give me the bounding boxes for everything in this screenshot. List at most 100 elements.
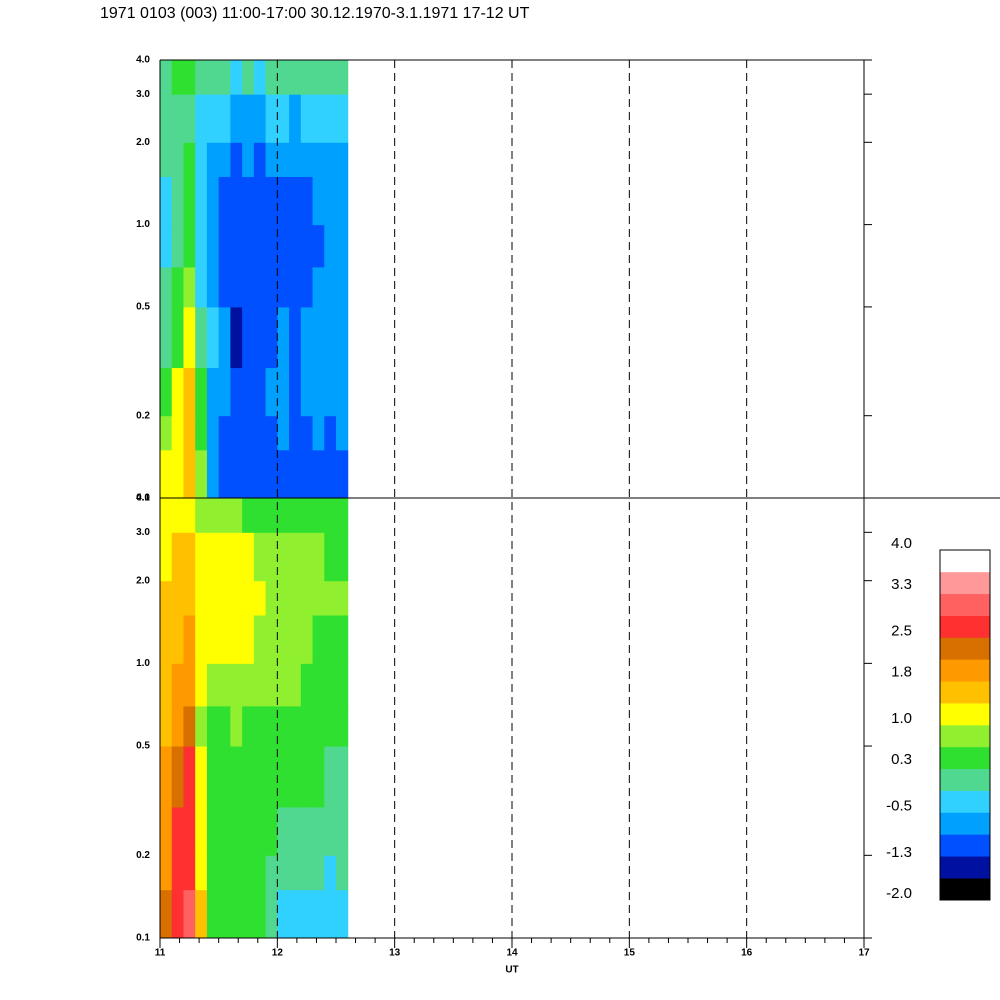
y-tick-label: 3.0 xyxy=(136,527,150,538)
heat-cell xyxy=(206,94,220,143)
heat-cell xyxy=(183,855,196,891)
x-tick-label: 11 xyxy=(155,948,166,959)
heat-cell xyxy=(277,855,290,891)
heat-cell xyxy=(242,306,255,369)
heat-cell xyxy=(253,806,267,856)
heat-cell xyxy=(265,176,278,226)
heat-cell xyxy=(253,266,267,308)
heat-cell xyxy=(312,580,325,616)
heat-cell xyxy=(242,94,255,143)
heat-cell xyxy=(336,806,349,856)
heat-cell xyxy=(195,806,208,856)
heat-cell xyxy=(324,806,337,856)
heat-cell xyxy=(312,142,325,177)
heat-cell xyxy=(265,663,278,707)
heat-cell xyxy=(195,889,208,939)
heat-cell xyxy=(230,746,243,808)
y-tick-label: 3.0 xyxy=(136,89,150,100)
heat-cell xyxy=(183,306,196,369)
y-tick-label: 0.5 xyxy=(136,302,150,313)
heat-cell xyxy=(160,806,173,856)
colorbar-swatch xyxy=(940,834,990,857)
y-tick-label: 4.0 xyxy=(136,55,150,66)
heat-cell xyxy=(324,614,337,664)
heat-cell xyxy=(277,306,290,369)
heat-cell xyxy=(253,614,267,664)
colorbar-tick-label: 1.0 xyxy=(891,710,912,727)
heat-cell xyxy=(160,266,173,308)
heat-cell xyxy=(195,306,208,369)
heat-cell xyxy=(242,142,255,177)
heat-cell xyxy=(312,94,325,143)
heat-cell xyxy=(218,367,231,417)
heat-cell xyxy=(230,367,243,417)
heat-cell xyxy=(206,705,220,747)
heat-cell xyxy=(312,266,325,308)
heat-cell xyxy=(183,889,196,939)
heat-cell xyxy=(206,266,220,308)
colorbar-swatch xyxy=(940,790,990,813)
heat-cell xyxy=(242,498,255,533)
heat-cell xyxy=(336,855,349,891)
y-tick-label: 0.1 xyxy=(136,933,150,944)
heat-cell xyxy=(230,806,243,856)
heat-cell xyxy=(218,532,231,582)
colorbar-swatch xyxy=(940,593,990,616)
heat-cell xyxy=(242,614,255,664)
heat-cell xyxy=(230,580,243,616)
x-axis-label: UT xyxy=(505,965,518,976)
colorbar-tick-label: 2.5 xyxy=(891,622,912,639)
heat-cell xyxy=(324,705,337,747)
heat-cell xyxy=(253,60,267,95)
heat-cell xyxy=(336,60,349,95)
heat-cell xyxy=(289,855,302,891)
heat-cell xyxy=(253,306,267,369)
heat-cell xyxy=(206,415,220,451)
heat-cell xyxy=(324,580,337,616)
heat-cell xyxy=(289,306,302,369)
heat-cell xyxy=(336,532,349,582)
heat-cell xyxy=(171,806,184,856)
heat-cell xyxy=(253,663,267,707)
heat-cell xyxy=(160,746,173,808)
heat-cell xyxy=(265,532,278,582)
heat-cell xyxy=(300,806,314,856)
heat-cell xyxy=(277,498,290,533)
heat-cell xyxy=(218,60,231,95)
heat-cell xyxy=(230,705,243,747)
heat-cell xyxy=(218,415,231,451)
heat-cell xyxy=(253,532,267,582)
heat-cell xyxy=(183,449,196,499)
heat-cell xyxy=(206,142,220,177)
x-tick-label: 14 xyxy=(506,948,518,959)
heat-cell xyxy=(312,449,325,499)
heat-cell xyxy=(265,806,278,856)
heat-cell xyxy=(265,94,278,143)
colorbar-swatch xyxy=(940,571,990,595)
heat-cell xyxy=(277,415,290,451)
heat-cell xyxy=(253,415,267,451)
heat-cell xyxy=(160,855,173,891)
x-tick-label: 16 xyxy=(741,948,753,959)
heat-cell xyxy=(265,580,278,616)
heat-cell xyxy=(206,855,220,891)
colorbar-swatch xyxy=(940,725,990,748)
heat-cell xyxy=(171,532,184,582)
heat-cell xyxy=(195,176,208,226)
heat-cell xyxy=(253,746,267,808)
heat-cell xyxy=(277,532,290,582)
heat-cell xyxy=(206,663,220,707)
heat-cell xyxy=(289,663,302,707)
heat-cell xyxy=(160,532,173,582)
heat-cell xyxy=(230,889,243,939)
heat-cell xyxy=(336,614,349,664)
heat-cell xyxy=(195,532,208,582)
heat-cell xyxy=(289,142,302,177)
heat-cell xyxy=(277,614,290,664)
heat-cell xyxy=(289,60,302,95)
heat-cell xyxy=(277,176,290,226)
heat-cell xyxy=(253,705,267,747)
heat-cell xyxy=(160,367,173,417)
heat-cell xyxy=(300,306,314,369)
